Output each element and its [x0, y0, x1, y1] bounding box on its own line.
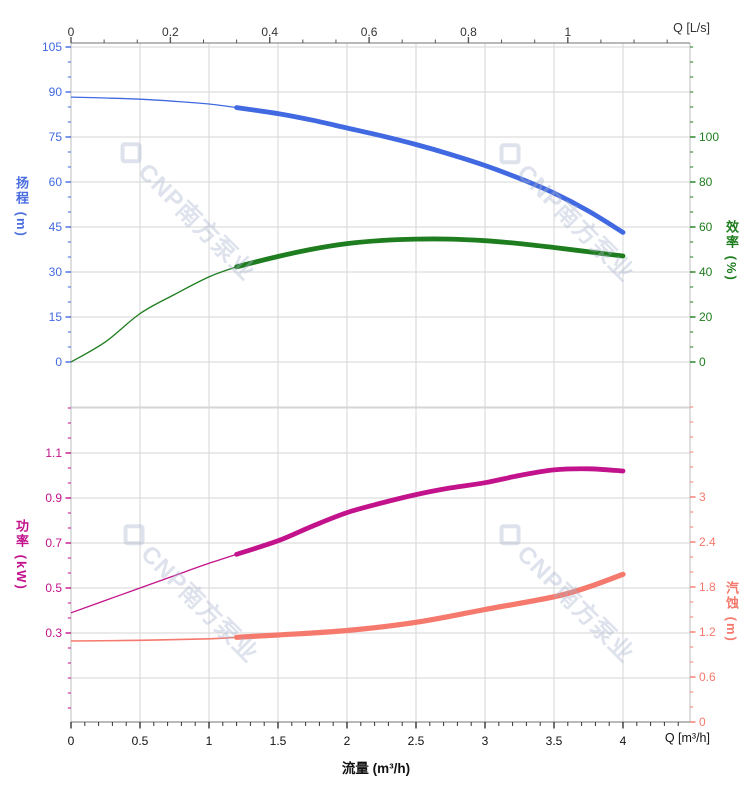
tick-label-Q-m3h: 0 [68, 734, 75, 748]
tick-label-效率: 100 [699, 130, 719, 144]
tick-label-扬程: 0 [55, 355, 62, 369]
tick-label-功率: 1.1 [45, 446, 62, 460]
tick-label-Q-m3h: 2 [344, 734, 351, 748]
tick-label-扬程: 75 [49, 130, 63, 144]
curve-扬程-thick [234, 105, 626, 235]
curve-功率-thin [70, 553, 237, 614]
tick-label-汽蚀: 3 [699, 490, 706, 504]
tick-label-Q-Ls: 0.4 [261, 25, 278, 39]
bottom-axis-unit-label: Q [m³/h] [664, 731, 710, 745]
tick-label-Q-m3h: 1.5 [270, 734, 287, 748]
tick-label-汽蚀: 2.4 [699, 535, 716, 549]
tick-label-功率: 0.7 [45, 536, 62, 550]
tick-label-效率: 20 [699, 310, 713, 324]
tick-label-效率: 0 [699, 355, 706, 369]
tick-label-扬程: 30 [49, 265, 63, 279]
head-axis-title: 扬程 (m) [14, 176, 29, 238]
tick-label-Q-Ls: 0.6 [361, 25, 378, 39]
efficiency-axis-title: 效率 (%) [724, 220, 739, 282]
tick-label-汽蚀: 0 [699, 715, 706, 729]
tick-label-扬程: 60 [49, 175, 63, 189]
tick-label-功率: 0.9 [45, 491, 62, 505]
tick-label-Q-m3h: 3.5 [546, 734, 563, 748]
tick-label-扬程: 15 [49, 310, 63, 324]
tick-label-扬程: 90 [49, 85, 63, 99]
tick-label-功率: 0.5 [45, 581, 62, 595]
power-axis-title: 功率 (kW) [14, 519, 29, 591]
curve-扬程-thin [70, 96, 237, 109]
tick-label-扬程: 45 [49, 220, 63, 234]
tick-label-Q-m3h: 3 [482, 734, 489, 748]
tick-label-扬程: 105 [42, 40, 62, 54]
top-axis-unit-label: Q [L/s] [673, 21, 710, 35]
tick-label-Q-Ls: 1 [564, 25, 571, 39]
tick-label-汽蚀: 0.6 [699, 670, 716, 684]
tick-label-Q-m3h: 1 [206, 734, 213, 748]
tick-label-效率: 40 [699, 265, 713, 279]
tick-label-汽蚀: 1.8 [699, 580, 716, 594]
tick-label-汽蚀: 1.2 [699, 625, 716, 639]
curve-功率-thick [234, 466, 626, 557]
flow-axis-title: 流量 (m³/h) [341, 761, 411, 776]
tick-label-Q-m3h: 2.5 [408, 734, 425, 748]
tick-label-功率: 0.3 [45, 626, 62, 640]
curve-效率-thick [234, 236, 626, 270]
npsh-axis-title: 汽蚀 (m) [724, 581, 739, 643]
tick-label-效率: 60 [699, 220, 713, 234]
curve-效率-thin [70, 266, 237, 363]
tick-label-效率: 80 [699, 175, 713, 189]
curve-汽蚀-thick [234, 571, 626, 640]
tick-label-Q-m3h: 0.5 [132, 734, 149, 748]
tick-label-Q-Ls: 0 [68, 25, 75, 39]
tick-label-Q-m3h: 4 [620, 734, 627, 748]
tick-label-Q-Ls: 0.8 [460, 25, 477, 39]
tick-label-Q-Ls: 0.2 [162, 25, 179, 39]
curve-汽蚀-thin [70, 636, 237, 642]
